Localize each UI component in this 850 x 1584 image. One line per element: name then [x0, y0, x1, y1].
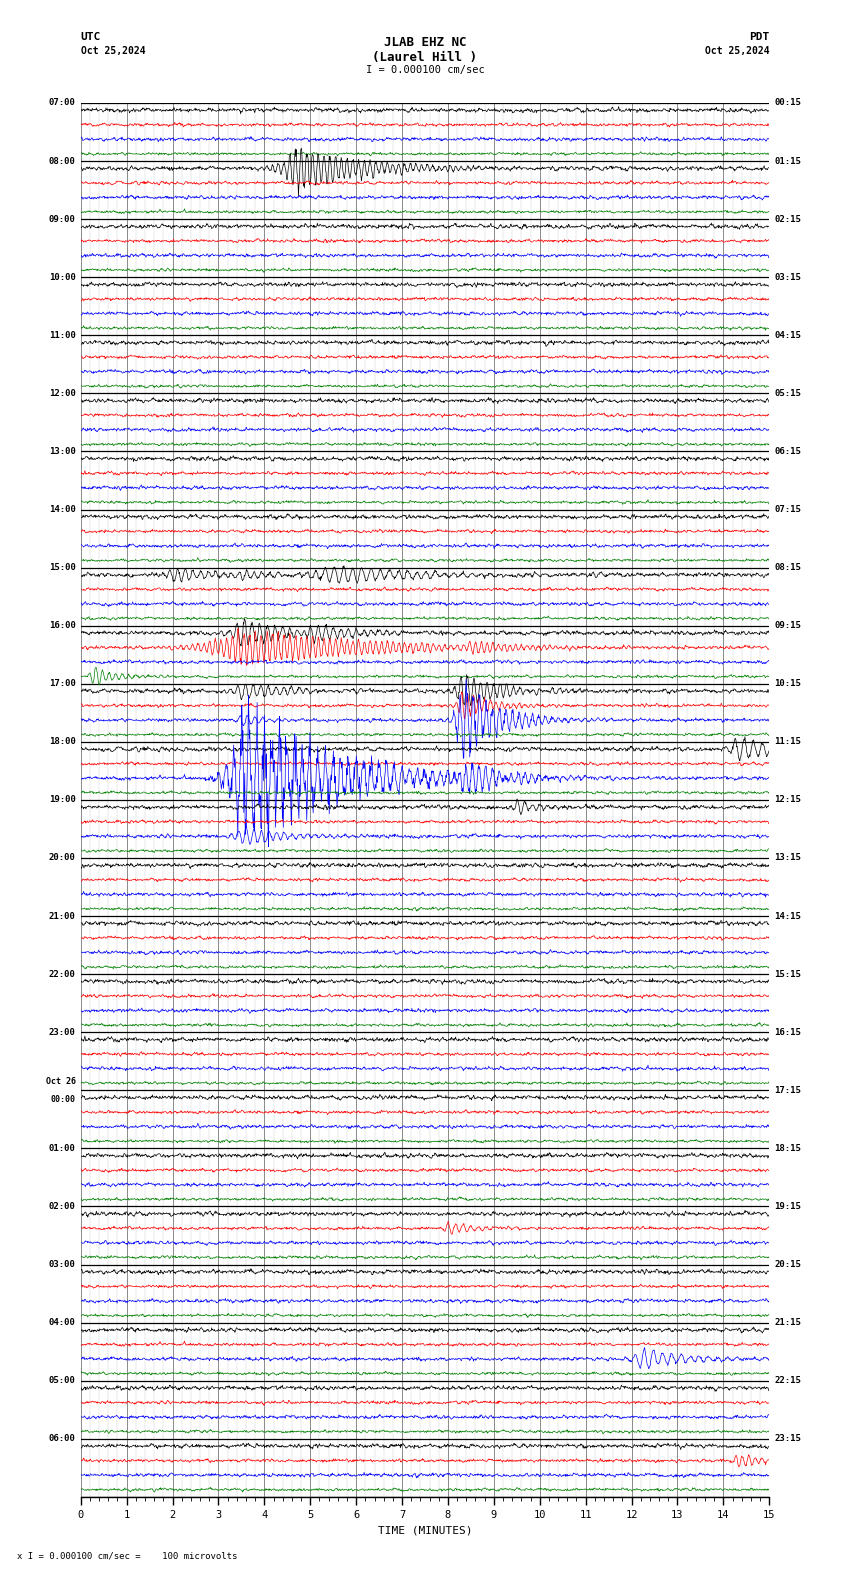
Text: 18:00: 18:00 — [48, 737, 76, 746]
Text: 03:00: 03:00 — [48, 1259, 76, 1269]
Text: 11:15: 11:15 — [774, 737, 802, 746]
Text: 08:15: 08:15 — [774, 562, 802, 572]
Text: x I = 0.000100 cm/sec =    100 microvolts: x I = 0.000100 cm/sec = 100 microvolts — [17, 1551, 237, 1560]
Text: 06:00: 06:00 — [48, 1434, 76, 1443]
Text: Oct 25,2024: Oct 25,2024 — [705, 46, 769, 55]
Text: 22:00: 22:00 — [48, 969, 76, 979]
Text: 21:00: 21:00 — [48, 911, 76, 920]
X-axis label: TIME (MINUTES): TIME (MINUTES) — [377, 1525, 473, 1535]
Text: 05:00: 05:00 — [48, 1376, 76, 1386]
Text: UTC: UTC — [81, 32, 101, 41]
Text: 17:15: 17:15 — [774, 1085, 802, 1095]
Text: 19:15: 19:15 — [774, 1202, 802, 1212]
Text: 23:15: 23:15 — [774, 1434, 802, 1443]
Text: (Laurel Hill ): (Laurel Hill ) — [372, 51, 478, 63]
Text: 02:00: 02:00 — [48, 1202, 76, 1212]
Text: 11:00: 11:00 — [48, 331, 76, 341]
Text: 13:00: 13:00 — [48, 447, 76, 456]
Text: 14:15: 14:15 — [774, 911, 802, 920]
Text: 08:00: 08:00 — [48, 157, 76, 166]
Text: 06:15: 06:15 — [774, 447, 802, 456]
Text: 09:15: 09:15 — [774, 621, 802, 630]
Text: 04:00: 04:00 — [48, 1318, 76, 1327]
Text: 07:15: 07:15 — [774, 505, 802, 515]
Text: Oct 25,2024: Oct 25,2024 — [81, 46, 145, 55]
Text: 14:00: 14:00 — [48, 505, 76, 515]
Text: 12:15: 12:15 — [774, 795, 802, 805]
Text: 03:15: 03:15 — [774, 272, 802, 282]
Text: 15:15: 15:15 — [774, 969, 802, 979]
Text: 22:15: 22:15 — [774, 1376, 802, 1386]
Text: 16:00: 16:00 — [48, 621, 76, 630]
Text: 23:00: 23:00 — [48, 1028, 76, 1038]
Text: 01:00: 01:00 — [48, 1144, 76, 1153]
Text: 10:15: 10:15 — [774, 680, 802, 689]
Text: I = 0.000100 cm/sec: I = 0.000100 cm/sec — [366, 65, 484, 74]
Text: 09:00: 09:00 — [48, 214, 76, 223]
Text: 00:00: 00:00 — [51, 1095, 76, 1104]
Text: 21:15: 21:15 — [774, 1318, 802, 1327]
Text: 19:00: 19:00 — [48, 795, 76, 805]
Text: 00:15: 00:15 — [774, 98, 802, 108]
Text: 18:15: 18:15 — [774, 1144, 802, 1153]
Text: PDT: PDT — [749, 32, 769, 41]
Text: JLAB EHZ NC: JLAB EHZ NC — [383, 36, 467, 49]
Text: 16:15: 16:15 — [774, 1028, 802, 1038]
Text: 10:00: 10:00 — [48, 272, 76, 282]
Text: 20:15: 20:15 — [774, 1259, 802, 1269]
Text: 12:00: 12:00 — [48, 388, 76, 398]
Text: 05:15: 05:15 — [774, 388, 802, 398]
Text: Oct 26: Oct 26 — [46, 1077, 76, 1085]
Text: 07:00: 07:00 — [48, 98, 76, 108]
Text: 20:00: 20:00 — [48, 854, 76, 863]
Text: 01:15: 01:15 — [774, 157, 802, 166]
Text: 15:00: 15:00 — [48, 562, 76, 572]
Text: 02:15: 02:15 — [774, 214, 802, 223]
Text: 17:00: 17:00 — [48, 680, 76, 689]
Text: 13:15: 13:15 — [774, 854, 802, 863]
Text: 04:15: 04:15 — [774, 331, 802, 341]
